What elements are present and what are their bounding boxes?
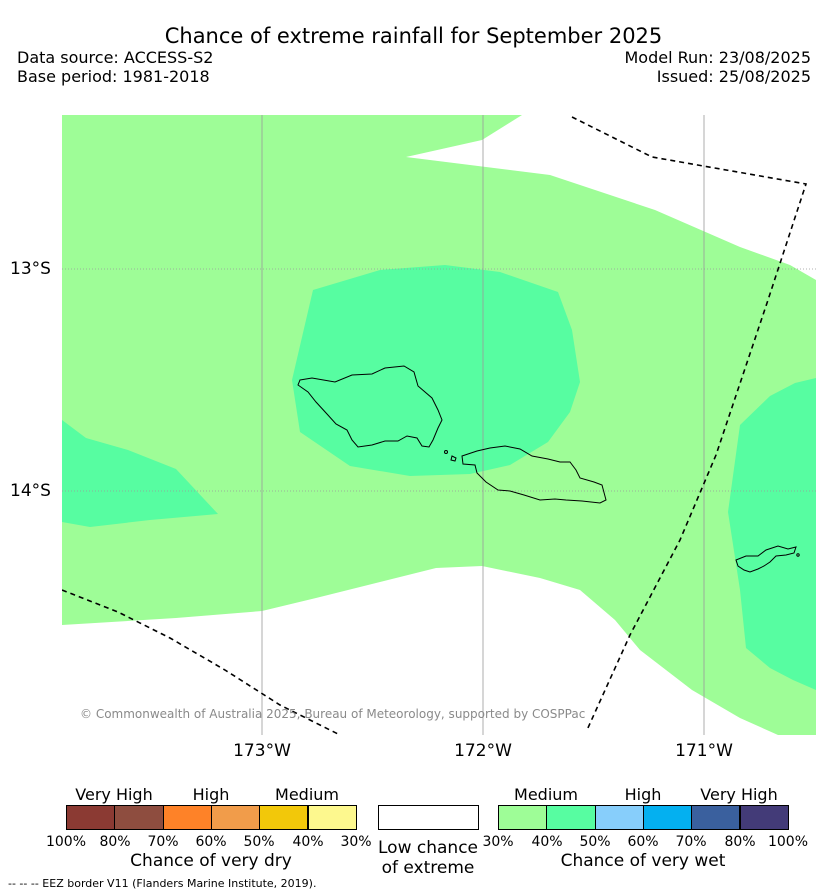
meta-right: Model Run: 23/08/2025 Issued: 25/08/2025 (625, 48, 812, 86)
dry-tick: 60% (195, 834, 227, 850)
issued-date: Issued: 25/08/2025 (656, 67, 811, 86)
wet-tick: 80% (724, 834, 756, 850)
wet-tick: 30% (482, 834, 514, 850)
dry-tick: 80% (99, 834, 131, 850)
wet-swatch-3 (642, 805, 693, 830)
lon-label-171w: 171°W (675, 741, 733, 761)
dry-swatch-0 (66, 805, 116, 830)
dry-swatch-2 (162, 805, 212, 830)
copyright-notice: © Commonwealth of Australia 2025, Bureau… (80, 707, 586, 721)
rainfall-map[interactable] (62, 115, 816, 735)
chart-title: Chance of extreme rainfall for September… (164, 24, 663, 48)
wet-cat-medium: Medium (514, 785, 578, 804)
low-chance-swatch (378, 805, 479, 830)
low-chance-line2: of extreme (381, 858, 475, 878)
dry-tick: 40% (292, 834, 324, 850)
islands (297, 365, 800, 573)
lat-label-14s: 14°S (10, 481, 51, 501)
wet-tick: 100% (767, 834, 809, 850)
upolu-island (461, 445, 607, 504)
model-run: Model Run: 23/08/2025 (624, 48, 812, 67)
graticule (62, 115, 816, 735)
data-source: Data source: ACCESS-S2 (17, 48, 214, 67)
wet-swatch-0 (498, 805, 548, 830)
dry-cat-high: High (192, 785, 230, 804)
lat-label-13s: 13°S (10, 259, 51, 279)
dry-tick: 50% (243, 834, 275, 850)
lon-label-172w: 172°W (454, 741, 512, 761)
meta-left: Data source: ACCESS-S2 Base period: 1981… (17, 48, 213, 86)
low-chance-line1: Low chance (378, 838, 478, 858)
wet-tick: 60% (627, 834, 659, 850)
dry-cat-very-high: Very High (75, 785, 153, 804)
savaii-island (297, 365, 443, 448)
dry-swatch-4 (259, 805, 309, 830)
dry-tick: 30% (340, 834, 372, 850)
low-chance-label: Low chance of extreme (378, 838, 478, 878)
dry-cat-medium: Medium (275, 785, 339, 804)
wet-swatch-4 (691, 805, 741, 830)
dry-tick: 100% (45, 834, 87, 850)
dry-legend-title: Chance of very dry (130, 851, 292, 871)
wet-cat-high: High (624, 785, 662, 804)
wet-swatch-1 (546, 805, 596, 830)
wet-tick: 70% (675, 834, 707, 850)
eez-border-east (571, 116, 808, 731)
dry-swatch-1 (114, 805, 164, 830)
dry-swatch-5 (307, 805, 357, 830)
eez-border (62, 116, 808, 735)
wet-cat-very-high: Very High (700, 785, 778, 804)
apolima-island (444, 450, 448, 454)
lon-label-173w: 173°W (233, 741, 291, 761)
dry-swatch-3 (210, 805, 261, 830)
wet-tick: 40% (531, 834, 563, 850)
tutuila-island (735, 545, 797, 573)
wet-swatch-5 (739, 805, 789, 830)
manono-island (450, 455, 457, 462)
aunuu-island (796, 553, 800, 557)
wet-tick: 50% (579, 834, 611, 850)
wet-legend-title: Chance of very wet (560, 851, 726, 871)
eez-footnote: -- -- -- EEZ border V11 (Flanders Marine… (8, 877, 317, 890)
wet-40-50-region-west (62, 420, 218, 527)
dry-tick: 70% (147, 834, 179, 850)
wet-40-50-region-samoa (292, 265, 580, 476)
wet-swatch-2 (594, 805, 644, 830)
base-period: Base period: 1981-2018 (17, 67, 210, 86)
wet-40-50-region-east (728, 378, 816, 690)
